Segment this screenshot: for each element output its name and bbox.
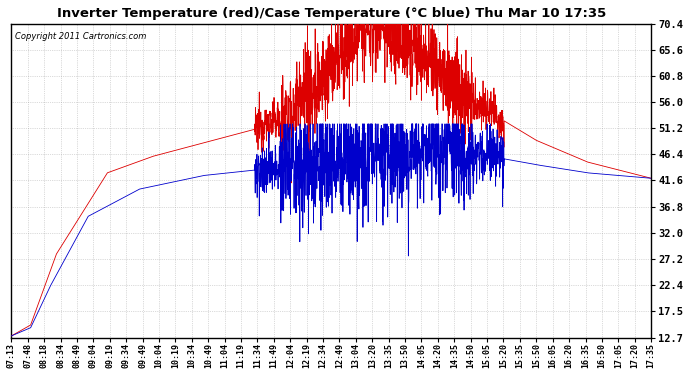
Text: Copyright 2011 Cartronics.com: Copyright 2011 Cartronics.com bbox=[14, 32, 146, 41]
Title: Inverter Temperature (red)/Case Temperature (°C blue) Thu Mar 10 17:35: Inverter Temperature (red)/Case Temperat… bbox=[57, 7, 606, 20]
